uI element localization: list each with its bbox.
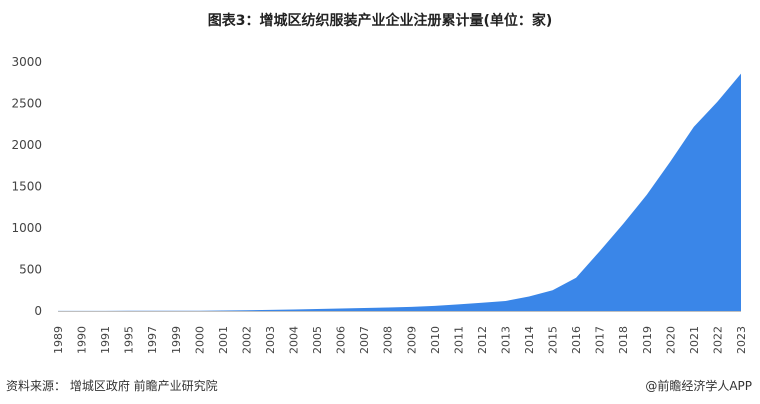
x-tick-label: 2022 xyxy=(711,326,724,354)
x-tick-label: 2013 xyxy=(499,326,512,354)
x-tick-label: 2011 xyxy=(452,326,465,354)
x-tick-label: 1999 xyxy=(170,326,183,354)
y-tick-label: 0 xyxy=(34,304,42,318)
x-tick-label: 2016 xyxy=(570,326,583,354)
x-tick-label: 1997 xyxy=(146,326,159,354)
x-tick-label: 2003 xyxy=(264,326,277,354)
x-tick-label: 2000 xyxy=(193,326,206,354)
x-tick-label: 2018 xyxy=(617,326,630,354)
x-tick-label: 1990 xyxy=(76,326,89,354)
y-tick-label: 2000 xyxy=(11,138,42,152)
x-tick-label: 2010 xyxy=(429,326,442,354)
brand-credit: @前瞻经济学人APP xyxy=(645,379,752,393)
x-tick-label: 2020 xyxy=(664,326,677,354)
x-tick-label: 1989 xyxy=(52,326,65,354)
x-tick-label: 2007 xyxy=(358,326,371,354)
y-tick-label: 500 xyxy=(19,263,42,277)
x-tick-label: 2006 xyxy=(335,326,348,354)
y-tick-label: 1000 xyxy=(11,221,42,235)
x-tick-label: 2021 xyxy=(688,326,701,354)
y-tick-label: 3000 xyxy=(11,55,42,69)
x-tick-label: 2014 xyxy=(523,326,536,354)
x-tick-label: 2001 xyxy=(217,326,230,354)
source-note: 资料来源： 增城区政府 前瞻产业研究院 xyxy=(6,379,218,393)
x-tick-label: 2004 xyxy=(288,326,301,354)
y-tick-label: 1500 xyxy=(11,180,42,194)
series-area xyxy=(58,73,741,311)
x-tick-label: 2015 xyxy=(547,326,560,354)
x-tick-label: 2008 xyxy=(382,326,395,354)
x-tick-label: 2019 xyxy=(641,326,654,354)
x-tick-label: 2002 xyxy=(240,326,253,354)
x-tick-label: 1991 xyxy=(99,326,112,354)
x-tick-label: 2012 xyxy=(476,326,489,354)
x-tick-label: 2017 xyxy=(594,326,607,354)
chart-title: 图表3：增城区纺织服装产业企业注册累计量(单位：家) xyxy=(207,13,553,29)
x-tick-label: 1995 xyxy=(123,326,136,354)
x-tick-label: 2005 xyxy=(311,326,324,354)
x-tick-label: 2023 xyxy=(735,326,748,354)
x-tick-label: 2009 xyxy=(405,326,418,354)
y-tick-label: 2500 xyxy=(11,97,42,111)
